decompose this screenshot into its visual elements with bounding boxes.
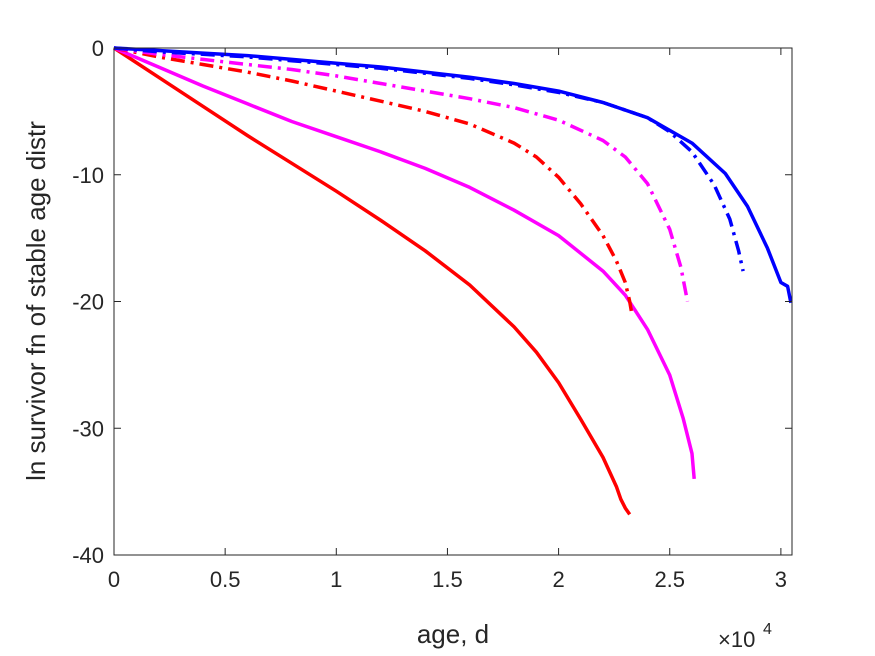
x-tick-label: 3 xyxy=(775,567,787,592)
series-line-3 xyxy=(113,46,634,315)
y-tick-label: -20 xyxy=(72,290,104,315)
series-line-4 xyxy=(113,46,690,302)
x-tick-label: 0 xyxy=(108,567,120,592)
series-line-1 xyxy=(113,46,632,516)
plot-area xyxy=(114,48,792,555)
x-tick-label: 0.5 xyxy=(210,567,241,592)
x-axis-title: age, d xyxy=(417,619,489,649)
series-layer xyxy=(113,46,793,516)
y-tick-labels: 0 -10 -20 -30 -40 xyxy=(72,36,104,568)
x-tick-label: 1 xyxy=(330,567,342,592)
y-tick-label: -40 xyxy=(72,543,104,568)
y-axis-title: ln survivor fn of stable age distr xyxy=(21,121,51,481)
y-tick-label: 0 xyxy=(92,36,104,61)
series-line-2 xyxy=(113,46,696,480)
x-tick-label: 2 xyxy=(552,567,564,592)
x-tick-label: 2.5 xyxy=(654,567,685,592)
ticks-layer xyxy=(113,47,792,556)
x-exponent-label: ×10 xyxy=(718,627,755,652)
x-exponent-power: 4 xyxy=(763,621,772,638)
x-tick-label: 1.5 xyxy=(432,567,463,592)
x-tick-labels: 0 0.5 1 1.5 2 2.5 3 xyxy=(108,567,787,592)
series-line-6 xyxy=(113,46,793,304)
y-tick-label: -10 xyxy=(72,163,104,188)
y-tick-label: -30 xyxy=(72,416,104,441)
